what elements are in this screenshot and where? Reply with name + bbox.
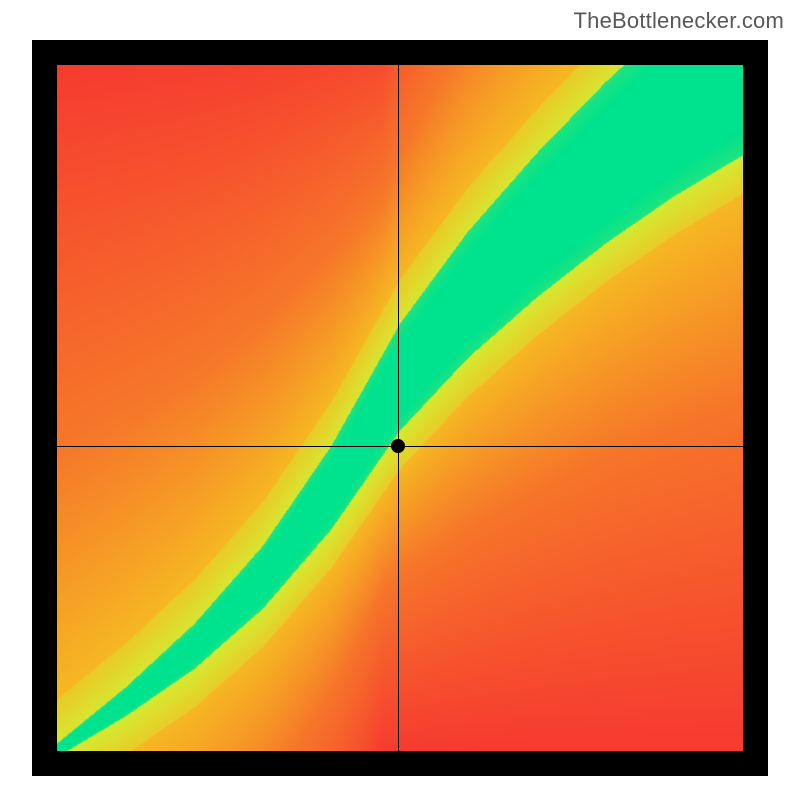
marker-dot [391,439,405,453]
watermark-text: TheBottlenecker.com [574,8,784,34]
crosshair-vertical [398,65,399,751]
heatmap-canvas [57,65,743,751]
page-container: TheBottlenecker.com [0,0,800,800]
chart-frame [32,40,768,776]
chart-plot-area [57,65,743,751]
